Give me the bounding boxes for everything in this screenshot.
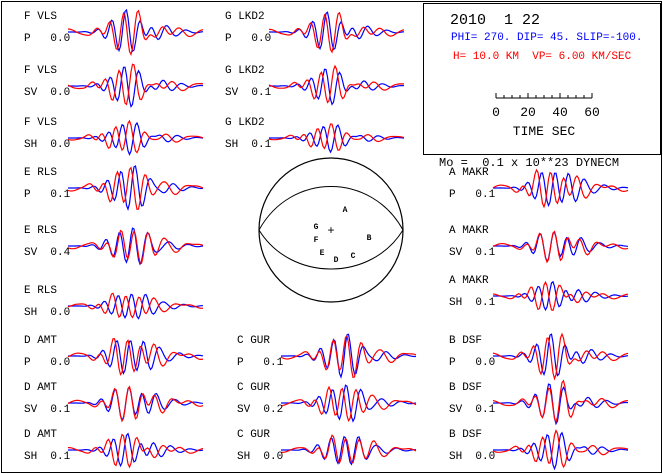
- trace-component-damt-p: P 0.0: [24, 357, 71, 369]
- trace-station-erls-sh: E RLS: [24, 285, 58, 297]
- synthetic-trace-bdsf-sv: [492, 379, 629, 424]
- trace-component-amakr-sv: SV 0.1: [449, 247, 496, 259]
- synthetic-trace-damt-p: [67, 338, 204, 376]
- trace-component-glkd2-sv: SV 0.1: [225, 87, 272, 99]
- trace-component-erls-sh: SH 0.0: [24, 307, 71, 319]
- trace-station-damt-p: D AMT: [24, 335, 58, 347]
- trace-station-cgur-sh: C GUR: [237, 429, 271, 441]
- observed-trace-fvls-sv: [68, 66, 204, 109]
- trace-station-fvls-sv: F VLS: [24, 65, 58, 77]
- observed-trace-fvls-p: [68, 8, 204, 53]
- synthetic-trace-glkd2-sv: [268, 64, 405, 104]
- trace-component-glkd2-sh: SH 0.1: [225, 139, 272, 151]
- station-letter-c: C: [351, 252, 356, 261]
- observed-trace-cgur-p: [281, 333, 417, 379]
- synthetic-trace-glkd2-sh: [268, 123, 405, 151]
- trace-component-amakr-sh: SH 0.1: [449, 297, 496, 309]
- station-letter-d: D: [334, 256, 339, 265]
- observed-trace-bdsf-sh: [493, 431, 629, 471]
- observed-trace-fvls-sh: [68, 121, 204, 156]
- synthetic-trace-fvls-p: [67, 9, 204, 57]
- trace-component-fvls-p: P 0.0: [24, 33, 71, 45]
- observed-trace-cgur-sv: [281, 384, 417, 423]
- time-scale-label: TIME SEC: [513, 124, 576, 139]
- nodal-plane-1: [258, 186, 404, 231]
- trace-component-bdsf-p: P 0.0: [449, 357, 496, 369]
- station-letter-b: B: [367, 234, 372, 243]
- trace-component-damt-sv: SV 0.1: [24, 404, 71, 416]
- trace-station-cgur-p: C GUR: [237, 335, 271, 347]
- trace-station-bdsf-p: B DSF: [449, 335, 483, 347]
- trace-component-fvls-sh: SH 0.0: [24, 139, 71, 151]
- station-letter-f: F: [314, 236, 319, 245]
- station-letter-a: A: [343, 206, 348, 215]
- synthetic-trace-amakr-sh: [492, 280, 629, 312]
- trace-component-erls-sv: SV 0.4: [24, 247, 71, 259]
- synthetic-trace-damt-sh: [68, 433, 204, 469]
- time-scale-tick-label: 60: [584, 105, 600, 120]
- station-letter-g: G: [314, 223, 319, 232]
- synthetic-trace-glkd2-p: [268, 11, 405, 54]
- synthetic-trace-amakr-sv: [492, 230, 629, 264]
- seismic-moment: Mo = 0.1 x 10**23 DYNECM: [439, 156, 620, 170]
- synthetic-trace-erls-sh: [67, 292, 204, 319]
- synthetic-trace-cgur-sv: [280, 385, 417, 423]
- trace-component-bdsf-sh: SH 0.0: [449, 451, 496, 463]
- synthetic-trace-cgur-sh: [281, 434, 417, 465]
- trace-component-cgur-sh: SH 0.0: [237, 451, 284, 463]
- trace-station-amakr-sv: A MAKR: [449, 225, 489, 237]
- trace-station-glkd2-sh: G LKD2: [225, 117, 265, 129]
- trace-station-cgur-sv: C GUR: [237, 382, 271, 394]
- observed-trace-damt-sh: [68, 432, 204, 468]
- synthetic-trace-bdsf-p: [492, 332, 629, 381]
- trace-station-glkd2-sv: G LKD2: [225, 65, 265, 77]
- trace-station-damt-sh: D AMT: [24, 429, 58, 441]
- trace-station-fvls-sh: F VLS: [24, 117, 58, 129]
- trace-station-amakr-p: A MAKR: [449, 167, 489, 179]
- trace-station-glkd2-p: G LKD2: [225, 11, 265, 23]
- time-scale-tick-label: 0: [492, 105, 500, 120]
- model-params: H= 10.0 KM VP= 6.00 KM/SEC: [453, 51, 632, 63]
- synthetic-trace-amakr-p: [492, 168, 629, 209]
- synthetic-trace-bdsf-sh: [492, 429, 629, 469]
- observed-trace-glkd2-sh: [269, 124, 405, 154]
- nodal-plane-2: [258, 229, 404, 270]
- trace-station-damt-sv: D AMT: [24, 382, 58, 394]
- trace-station-bdsf-sv: B DSF: [449, 382, 483, 394]
- trace-component-amakr-p: P 0.1: [449, 189, 496, 201]
- trace-station-amakr-sh: A MAKR: [449, 275, 489, 287]
- time-scale-tick-label: 20: [520, 105, 536, 120]
- synthetic-trace-fvls-sv: [67, 63, 204, 106]
- trace-component-fvls-sv: SV 0.0: [24, 87, 71, 99]
- trace-component-erls-p: P 0.1: [24, 189, 71, 201]
- trace-station-fvls-p: F VLS: [24, 11, 58, 23]
- trace-station-bdsf-sh: B DSF: [449, 429, 483, 441]
- synthetic-trace-fvls-sh: [67, 119, 204, 154]
- observed-trace-amakr-p: [493, 172, 629, 208]
- mechanism-params: PHI= 270. DIP= 45. SLIP=-100.: [451, 32, 643, 44]
- trace-component-cgur-sv: SV 0.2: [237, 404, 284, 416]
- info-box: 2010 1 22 PHI= 270. DIP= 45. SLIP=-100. …: [423, 3, 661, 155]
- trace-station-erls-sv: E RLS: [24, 225, 58, 237]
- sphere-center-mark: +: [327, 223, 334, 237]
- trace-component-bdsf-sv: SV 0.1: [449, 404, 496, 416]
- synthetic-trace-erls-p: [67, 166, 204, 210]
- trace-component-cgur-p: P 0.1: [237, 357, 284, 369]
- synthetic-trace-damt-sv: [67, 385, 204, 423]
- synthetic-trace-erls-sv: [67, 229, 204, 265]
- observed-trace-glkd2-sv: [269, 68, 405, 106]
- observed-trace-glkd2-p: [269, 11, 405, 51]
- station-letter-e: E: [320, 249, 325, 258]
- trace-component-glkd2-p: P 0.0: [225, 33, 272, 45]
- synthetic-trace-cgur-p: [280, 334, 417, 379]
- trace-component-damt-sh: SH 0.1: [24, 451, 71, 463]
- event-date: 2010 1 22: [450, 12, 541, 29]
- trace-station-erls-p: E RLS: [24, 167, 58, 179]
- observed-trace-cgur-sh: [281, 435, 416, 466]
- time-scale-tick-label: 40: [552, 105, 568, 120]
